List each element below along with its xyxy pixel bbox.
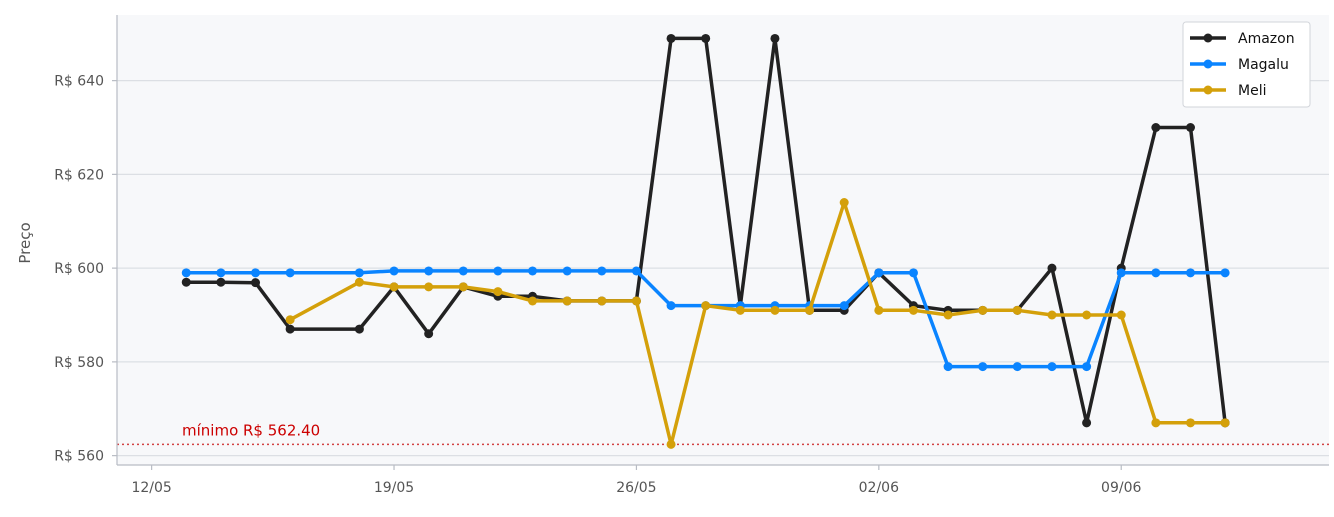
data-point-meli: [1082, 310, 1092, 320]
data-point-amazon: [770, 33, 780, 43]
y-ticks: R$ 560 R$ 580 R$ 600 R$ 620 R$ 640: [54, 74, 117, 465]
y-tick-label: R$ 640: [54, 74, 104, 90]
data-point-magalu: [251, 268, 261, 278]
data-point-magalu: [839, 301, 849, 311]
data-point-magalu: [943, 362, 953, 372]
axes: [116, 15, 1329, 466]
data-point-amazon: [181, 277, 191, 287]
data-point-meli: [493, 287, 503, 297]
x-tick-label: 12/05: [131, 480, 171, 496]
data-point-meli: [908, 305, 918, 315]
data-point-magalu: [1012, 362, 1022, 372]
y-tick-label: R$ 560: [54, 449, 104, 465]
data-point-amazon: [1082, 418, 1092, 428]
data-point-meli: [874, 305, 884, 315]
data-point-meli: [666, 439, 676, 449]
data-point-meli: [562, 296, 572, 306]
data-point-meli: [458, 282, 468, 292]
series-meli: [285, 198, 1230, 449]
x-tick-label: 26/05: [616, 480, 656, 496]
data-point-amazon: [354, 324, 364, 334]
reference-line-group: mínimo R$ 562.40: [117, 421, 1329, 446]
data-point-meli: [631, 296, 641, 306]
data-point-magalu: [181, 268, 191, 278]
y-axis-label: Preço: [16, 222, 34, 263]
data-point-meli: [424, 282, 434, 292]
data-point-meli: [1151, 418, 1161, 428]
data-point-magalu: [1151, 268, 1161, 278]
data-point-magalu: [1116, 268, 1126, 278]
data-point-magalu: [1082, 362, 1092, 372]
legend-swatch-marker: [1203, 33, 1213, 43]
legend-label: Magalu: [1238, 57, 1289, 73]
data-point-amazon: [701, 33, 711, 43]
y-tick-label: R$ 580: [54, 355, 104, 371]
data-point-magalu: [1185, 268, 1195, 278]
data-point-meli: [1116, 310, 1126, 320]
data-point-magalu: [1047, 362, 1057, 372]
data-point-amazon: [1151, 123, 1161, 132]
series-line-amazon: [184, 36, 1227, 425]
data-point-amazon: [285, 324, 295, 334]
data-point-meli: [943, 310, 953, 320]
data-point-magalu: [597, 266, 607, 276]
x-ticks: 12/05 19/05 26/05 02/06 09/06: [131, 465, 1141, 496]
legend-box: [1182, 21, 1311, 108]
data-point-magalu: [666, 301, 676, 311]
legend-swatch-marker: [1203, 59, 1213, 69]
series-group: [181, 33, 1230, 449]
data-point-meli: [528, 296, 538, 306]
x-tick-label: 19/05: [374, 480, 414, 496]
data-point-magalu: [424, 266, 434, 276]
data-point-magalu: [978, 362, 988, 372]
data-point-amazon: [1047, 263, 1057, 273]
data-point-meli: [978, 305, 988, 315]
data-point-amazon: [666, 33, 676, 43]
data-point-meli: [597, 296, 607, 306]
data-point-meli: [805, 305, 815, 315]
data-point-magalu: [354, 268, 364, 278]
data-point-meli: [1012, 305, 1022, 315]
data-point-magalu: [528, 266, 538, 276]
data-point-magalu: [285, 268, 295, 278]
data-point-magalu: [493, 266, 503, 276]
data-point-magalu: [631, 266, 641, 276]
data-point-amazon: [1185, 123, 1195, 132]
legend-item-meli: Meli: [1190, 83, 1266, 99]
x-tick-label: 09/06: [1101, 480, 1141, 496]
data-point-magalu: [908, 268, 918, 278]
data-point-meli: [770, 305, 780, 315]
data-point-meli: [1185, 418, 1195, 428]
y-tick-label: R$ 600: [54, 261, 104, 277]
data-point-magalu: [562, 266, 572, 276]
data-point-meli: [735, 305, 745, 315]
data-point-magalu: [458, 266, 468, 276]
data-point-meli: [839, 198, 849, 207]
data-point-amazon: [216, 277, 226, 287]
data-point-amazon: [424, 329, 434, 339]
legend: Amazon Magalu Meli: [1182, 21, 1311, 108]
minimum-label: mínimo R$ 562.40: [182, 421, 320, 439]
data-point-meli: [354, 277, 364, 287]
legend-label: Amazon: [1238, 31, 1295, 47]
legend-swatch-marker: [1203, 85, 1213, 95]
data-point-meli: [1220, 418, 1230, 428]
data-point-meli: [285, 315, 295, 325]
legend-item-magalu: Magalu: [1190, 57, 1289, 73]
data-point-meli: [701, 301, 711, 311]
data-point-meli: [389, 282, 399, 292]
data-point-magalu: [216, 268, 226, 278]
x-tick-label: 02/06: [859, 480, 899, 496]
legend-label: Meli: [1238, 83, 1266, 99]
series-line-magalu: [184, 269, 1227, 369]
data-point-magalu: [389, 266, 399, 276]
data-point-amazon: [251, 278, 261, 288]
data-point-meli: [1047, 310, 1057, 320]
y-tick-label: R$ 620: [54, 167, 104, 183]
data-point-magalu: [874, 268, 884, 278]
data-point-magalu: [1220, 268, 1230, 278]
legend-item-amazon: Amazon: [1190, 31, 1295, 47]
